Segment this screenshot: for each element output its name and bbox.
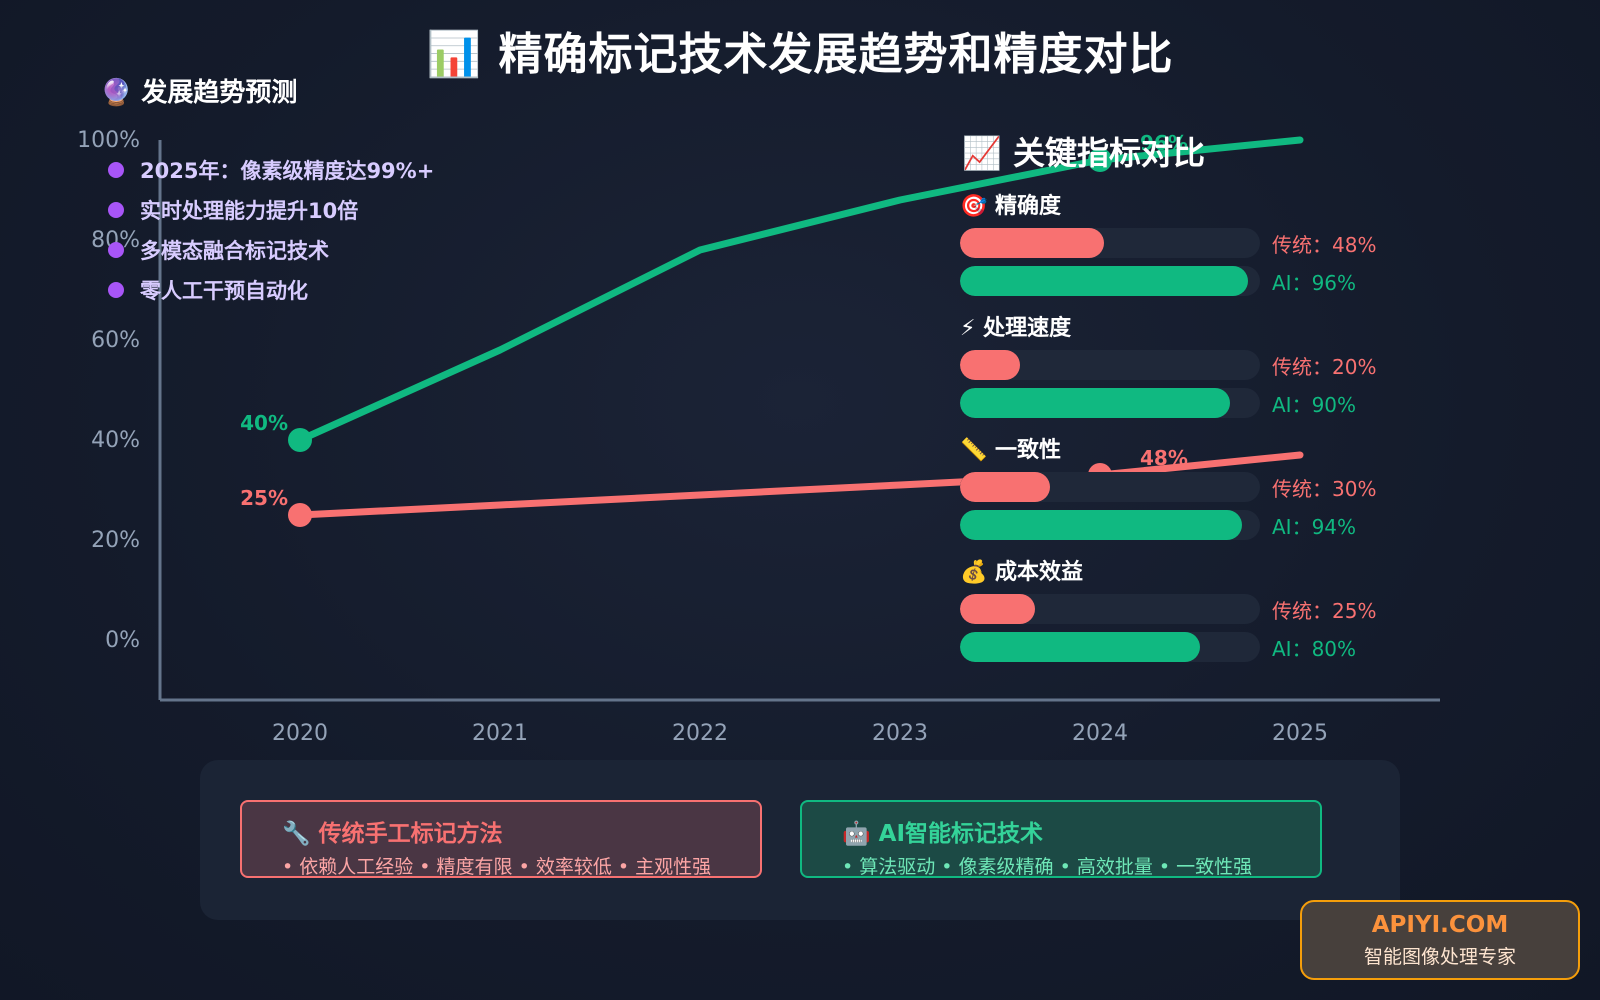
ai-value: AI：80% xyxy=(1272,636,1357,661)
metrics-panel: 📈 关键指标对比 🎯 精确度 传统：48% AI：96% ⚡ 处理速度 传统：2… xyxy=(960,128,1420,662)
x-tick-label: 2023 xyxy=(872,721,928,746)
data-label: 96% xyxy=(1140,131,1188,155)
ai-value: AI：96% xyxy=(1272,270,1357,295)
data-label: 40% xyxy=(240,411,288,435)
trend-heading: 🔮 发展趋势预测 xyxy=(100,78,298,108)
data-label: 25% xyxy=(240,486,288,510)
ai-value: AI：90% xyxy=(1272,392,1357,417)
brand-badge: APIYI.COM 智能图像处理专家 xyxy=(1300,900,1580,980)
metric-label: 📏 一致性 xyxy=(960,438,1062,463)
bar-track xyxy=(960,632,1260,662)
traditional-value: 传统：20% xyxy=(1272,354,1377,379)
brand-name: APIYI.COM xyxy=(1371,912,1509,938)
y-tick-label: 40% xyxy=(91,428,140,453)
bar-track xyxy=(960,228,1260,258)
metric-accuracy: 🎯 精确度 传统：48% AI：96% xyxy=(960,188,1420,296)
bar-track xyxy=(960,510,1260,540)
metric-label: 💰 成本效益 xyxy=(960,560,1084,585)
x-tick-label: 2020 xyxy=(272,721,328,746)
metric-label: 🎯 精确度 xyxy=(960,194,1062,219)
card-description: • 依赖人工经验 • 精度有限 • 效率较低 • 主观性强 xyxy=(282,856,712,878)
bar-track xyxy=(960,388,1260,418)
data-point xyxy=(288,428,312,452)
traditional-bar xyxy=(960,228,1104,258)
list-item: 零人工干预自动化 xyxy=(108,270,434,310)
traditional-value: 传统：48% xyxy=(1272,232,1377,257)
metric-consistency: 📏 一致性 传统：30% AI：94% xyxy=(960,432,1420,540)
y-tick-label: 0% xyxy=(105,628,140,653)
ai-bar xyxy=(960,266,1248,296)
x-tick-label: 2021 xyxy=(472,721,528,746)
traditional-value: 传统：25% xyxy=(1272,598,1377,623)
bullet-dot-icon xyxy=(108,162,124,178)
metric-label: ⚡ 处理速度 xyxy=(960,316,1072,341)
metric-speed: ⚡ 处理速度 传统：20% AI：90% xyxy=(960,310,1420,418)
list-item: 多模态融合标记技术 xyxy=(108,230,434,270)
data-point xyxy=(288,503,312,527)
x-tick-label: 2025 xyxy=(1272,721,1328,746)
page-title: 📊 精确标记技术发展趋势和精度对比 xyxy=(426,29,1174,80)
x-tick-label: 2022 xyxy=(672,721,728,746)
prediction-list: 2025年：像素级精度达99%+ 实时处理能力提升10倍 多模态融合标记技术 零… xyxy=(108,150,434,310)
bar-track xyxy=(960,350,1260,380)
x-tick-label: 2024 xyxy=(1072,721,1128,746)
y-tick-label: 20% xyxy=(91,528,140,553)
series-line xyxy=(296,451,1304,519)
traditional-bar xyxy=(960,350,1020,380)
bullet-dot-icon xyxy=(108,282,124,298)
traditional-method-card: 🔧 传统手工标记方法 • 依赖人工经验 • 精度有限 • 效率较低 • 主观性强 xyxy=(240,800,762,878)
bar-track xyxy=(960,594,1260,624)
metrics-title: 📈 关键指标对比 xyxy=(962,134,1205,172)
card-title: 🔧 传统手工标记方法 xyxy=(282,821,503,847)
ai-method-card: 🤖 AI智能标记技术 • 算法驱动 • 像素级精确 • 高效批量 • 一致性强 xyxy=(800,800,1322,878)
traditional-bar xyxy=(960,594,1035,624)
y-tick-label: 60% xyxy=(91,328,140,353)
traditional-bar xyxy=(960,472,1050,502)
card-description: • 算法驱动 • 像素级精确 • 高效批量 • 一致性强 xyxy=(842,856,1253,878)
series-line xyxy=(296,136,1304,444)
list-item: 实时处理能力提升10倍 xyxy=(108,190,434,230)
bullet-dot-icon xyxy=(108,202,124,218)
ai-value: AI：94% xyxy=(1272,514,1357,539)
comparison-panel: 🔧 传统手工标记方法 • 依赖人工经验 • 精度有限 • 效率较低 • 主观性强… xyxy=(200,760,1400,920)
y-tick-label: 100% xyxy=(77,128,140,153)
card-title: 🤖 AI智能标记技术 xyxy=(842,821,1044,847)
data-label: 48% xyxy=(1140,446,1188,470)
list-item: 2025年：像素级精度达99%+ xyxy=(108,150,434,190)
brand-tagline: 智能图像处理专家 xyxy=(1363,946,1516,968)
metric-cost: 💰 成本效益 传统：25% AI：80% xyxy=(960,554,1420,662)
bar-track xyxy=(960,472,1260,502)
bullet-dot-icon xyxy=(108,242,124,258)
ai-bar xyxy=(960,388,1230,418)
data-point xyxy=(1088,148,1112,172)
ai-bar xyxy=(960,510,1242,540)
bar-track xyxy=(960,266,1260,296)
traditional-value: 传统：30% xyxy=(1272,476,1377,501)
ai-bar xyxy=(960,632,1200,662)
